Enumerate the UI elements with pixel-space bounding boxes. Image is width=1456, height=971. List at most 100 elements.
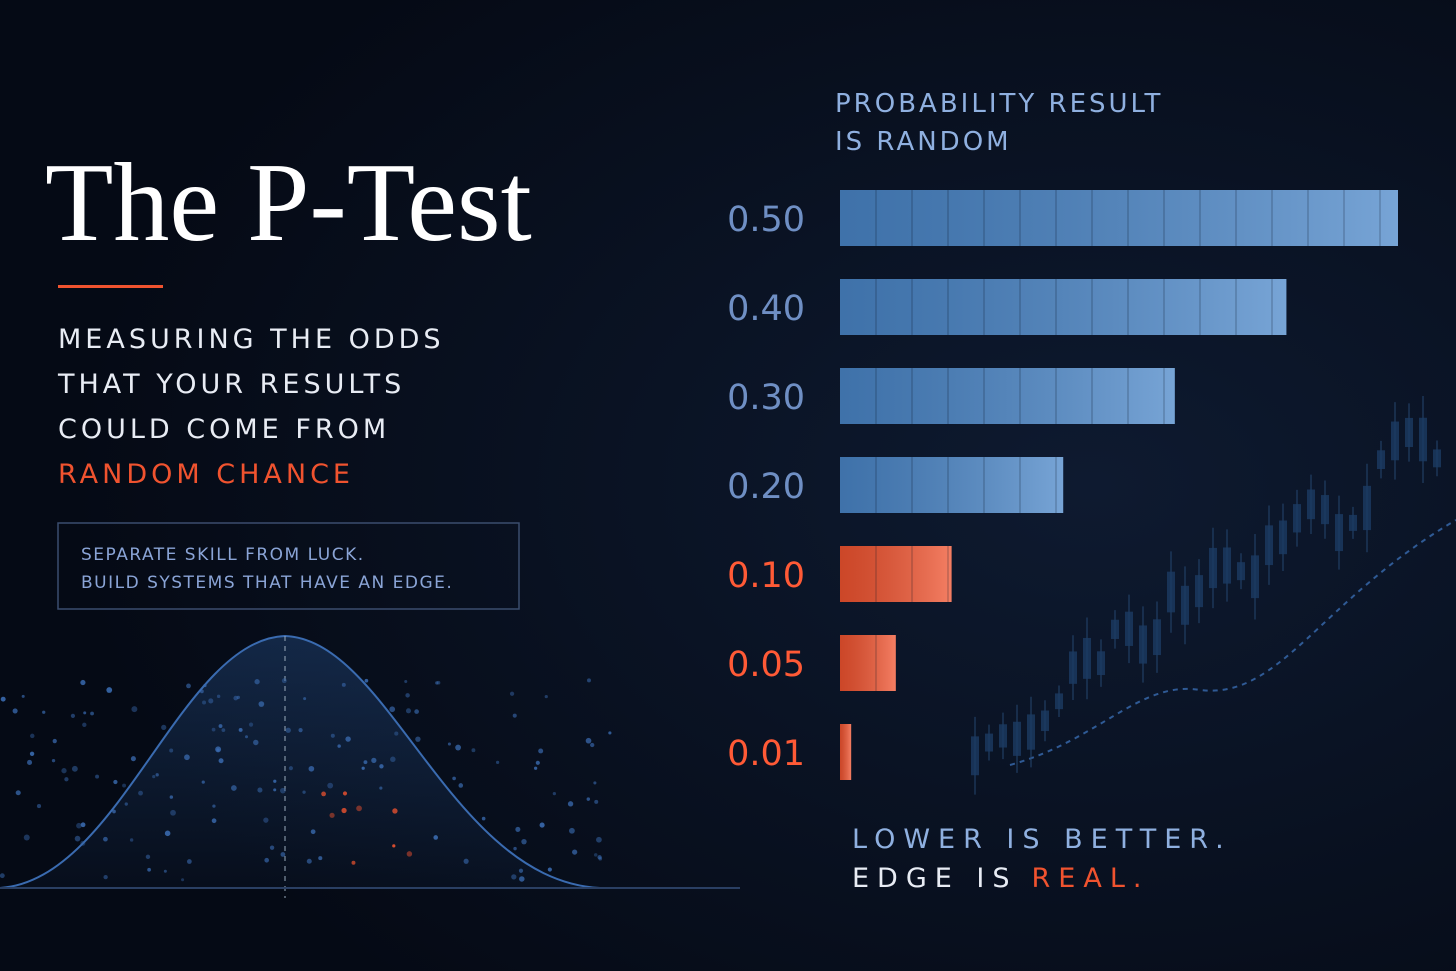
subtitle-line: MEASURING THE ODDS (58, 324, 445, 355)
bar-label: 0.40 (727, 289, 805, 329)
scatter-dot (302, 790, 306, 794)
scatter-dot (70, 713, 76, 718)
scatter-dot (80, 822, 86, 828)
scatter-dot (547, 867, 552, 872)
footer-line: EDGE IS REAL. (852, 863, 1149, 894)
scatter-dot (538, 748, 544, 754)
scatter-dot (405, 693, 410, 698)
scatter-dot (513, 846, 517, 851)
scatter-dot (495, 760, 500, 765)
scatter-dot (452, 776, 456, 781)
candle-body (1405, 417, 1413, 448)
scatter-dot (308, 765, 315, 772)
scatter-dot (264, 857, 270, 863)
scatter-dot (186, 859, 192, 864)
candle-body (1237, 562, 1245, 581)
scatter-dot (27, 759, 33, 765)
scatter-dot (471, 748, 476, 753)
scatter-dot (280, 787, 286, 794)
scatter-dot (212, 804, 216, 808)
bar-label: 0.01 (727, 734, 805, 774)
scatter-dot (587, 678, 591, 683)
scatter-dot (203, 683, 207, 688)
trend-line (1009, 519, 1456, 766)
scatter-dot (23, 834, 30, 841)
scatter-dot (131, 706, 138, 713)
scatter-dot (288, 766, 293, 771)
scatter-dot (152, 774, 156, 779)
scatter-dot (321, 791, 326, 797)
scatter-dot (64, 777, 69, 782)
bar-sheen (840, 635, 896, 691)
scatter-dot (310, 829, 316, 835)
bar-sheen (840, 190, 1398, 246)
scatter-dot (106, 687, 113, 693)
scatter-dot (21, 694, 25, 698)
scatter-dot (269, 845, 275, 850)
bar-sheen (840, 457, 1064, 513)
candle-body (1153, 619, 1161, 656)
candle-body (1055, 693, 1063, 710)
subtitle-highlight: RANDOM CHANCE (58, 459, 354, 490)
candle-body (1419, 417, 1427, 462)
scatter-dot (248, 722, 254, 727)
scatter-dot (30, 733, 35, 739)
scatter-dot (406, 851, 413, 857)
scatter-dot (414, 709, 419, 714)
scatter-dot (590, 742, 595, 748)
scatter-dot (567, 801, 574, 807)
scatter-dot (42, 710, 46, 714)
scatter-dot (598, 856, 603, 861)
candle-body (999, 724, 1007, 748)
scatter-dot (281, 678, 287, 684)
scatter-dot (263, 817, 269, 823)
scatter-dot (371, 757, 377, 763)
scatter-dot (327, 782, 334, 789)
note-line: BUILD SYSTEMS THAT HAVE AN EDGE. (81, 573, 453, 593)
scatter-dot (433, 835, 439, 840)
scatter-dot (112, 809, 116, 814)
scatter-dot (83, 711, 87, 715)
candle-body (1139, 625, 1147, 664)
scatter-dot (74, 835, 81, 842)
candle-body (1265, 525, 1273, 566)
scatter-dot (103, 874, 108, 880)
scatter-dot (0, 696, 6, 702)
candle-body (1195, 575, 1203, 608)
footer-highlight: REAL. (1032, 863, 1150, 894)
candle-body (1097, 651, 1105, 676)
title: The P-Test (45, 141, 532, 265)
scatter-dot (593, 781, 597, 785)
scatter-dot (218, 758, 224, 764)
scatter-dot (186, 683, 191, 689)
footer-line: LOWER IS BETTER. (852, 824, 1232, 855)
candle-body (1279, 520, 1287, 555)
scatter-dot (76, 822, 82, 829)
candle-body (1181, 585, 1189, 625)
scatter-dot (103, 836, 108, 842)
scatter-dot (130, 756, 136, 762)
scatter-dot (394, 731, 399, 736)
scatter-dot (586, 797, 591, 801)
candle-body (1335, 514, 1343, 552)
candle-body (1293, 504, 1301, 533)
scatter-dot (392, 844, 396, 848)
scatter-dot (280, 852, 286, 857)
scatter-dot (208, 698, 214, 704)
scatter-dot (329, 812, 335, 818)
candle-body (1377, 450, 1385, 470)
scatter-dot (221, 728, 226, 732)
candle-body (971, 736, 979, 776)
scatter-dot (161, 724, 167, 730)
scatter-dot (80, 840, 86, 846)
scatter-dot (596, 836, 602, 843)
scatter-dot (201, 780, 205, 784)
note-box (57, 522, 520, 610)
scatter-dot (52, 738, 57, 744)
scatter-dot (306, 858, 312, 864)
scatter-dot (608, 731, 612, 735)
scatter-dot (231, 785, 237, 791)
scatter-dot (129, 838, 134, 842)
scatter-dot (164, 830, 171, 837)
scatter-dot (170, 809, 176, 816)
